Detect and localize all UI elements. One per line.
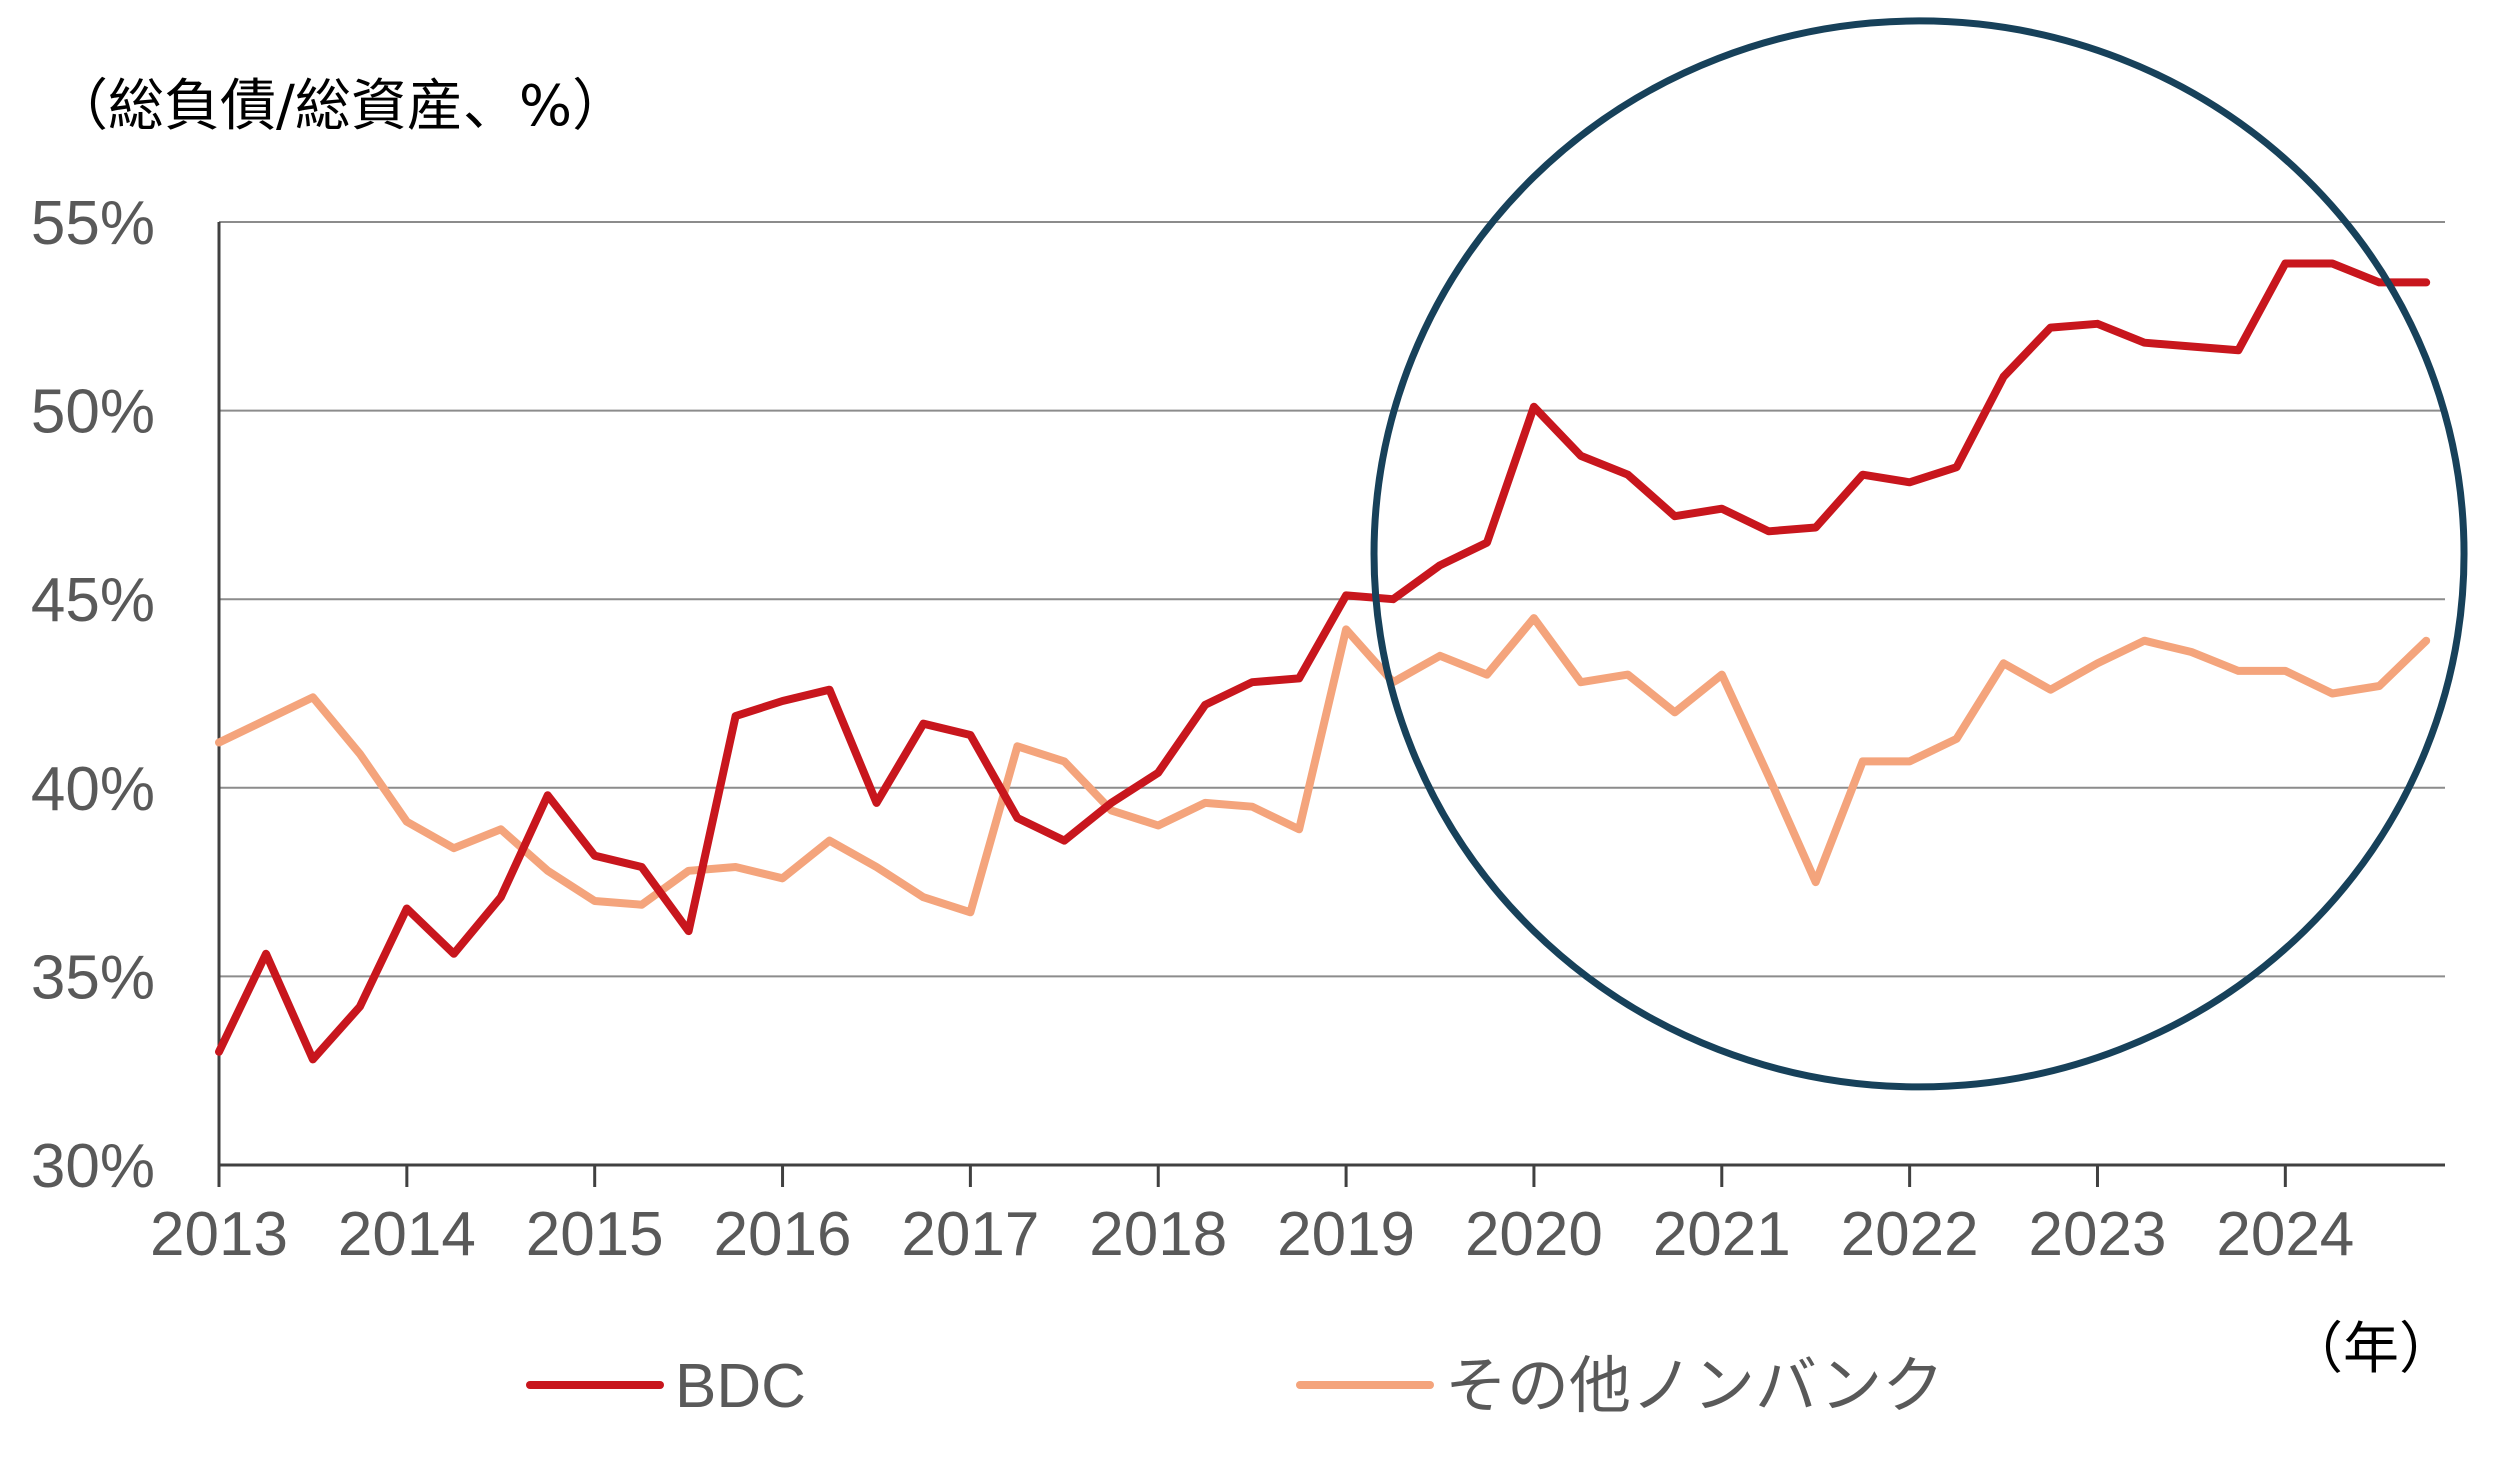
x-tick-label: 2016: [714, 1200, 852, 1269]
x-tick-label: 2023: [2029, 1200, 2167, 1269]
x-tick-label: 2014: [338, 1200, 476, 1269]
highlight-circle: [1370, 17, 2468, 1091]
y-tick-label: 30%: [31, 1132, 155, 1201]
series-lines: [215, 259, 2431, 1064]
legend-label-bdc: BDC: [675, 1352, 806, 1421]
x-tick-label: 2018: [1089, 1200, 1227, 1269]
legend-label-other-nonbank: その他ノンバンク: [1445, 1352, 1944, 1421]
y-tick-labels: 30% 35% 40% 45% 50% 55%: [31, 189, 155, 1201]
gridlines: [219, 221, 2445, 978]
y-tick-label: 35%: [31, 943, 155, 1012]
y-axis-unit-label: （総負債/総資産、%）: [52, 74, 628, 139]
x-tick-label: 2024: [2216, 1200, 2354, 1269]
y-tick-label: 55%: [31, 189, 155, 258]
x-tick-label: 2017: [901, 1200, 1039, 1269]
x-tick-label: 2019: [1277, 1200, 1415, 1269]
series-line-other-nonbank: [215, 614, 2431, 917]
x-tick-labels: 2013 2014 2015 2016 2017 2018 2019 2020 2021 2022…: [150, 1200, 2354, 1269]
x-tick-label: 2020: [1465, 1200, 1603, 1269]
y-tick-label: 50%: [31, 378, 155, 447]
y-tick-label: 45%: [31, 566, 155, 635]
y-tick-label: 40%: [31, 755, 155, 824]
series-line-bdc: [215, 259, 2431, 1064]
axes: [217, 222, 2445, 1187]
legend: BDC その他ノンバンク: [526, 1352, 1944, 1421]
x-tick-label: 2013: [150, 1200, 288, 1269]
x-tick-label: 2015: [526, 1200, 664, 1269]
x-axis-unit-label: （年）: [2287, 1317, 2455, 1382]
x-tick-label: 2022: [1841, 1200, 1979, 1269]
x-tick-label: 2021: [1653, 1200, 1791, 1269]
